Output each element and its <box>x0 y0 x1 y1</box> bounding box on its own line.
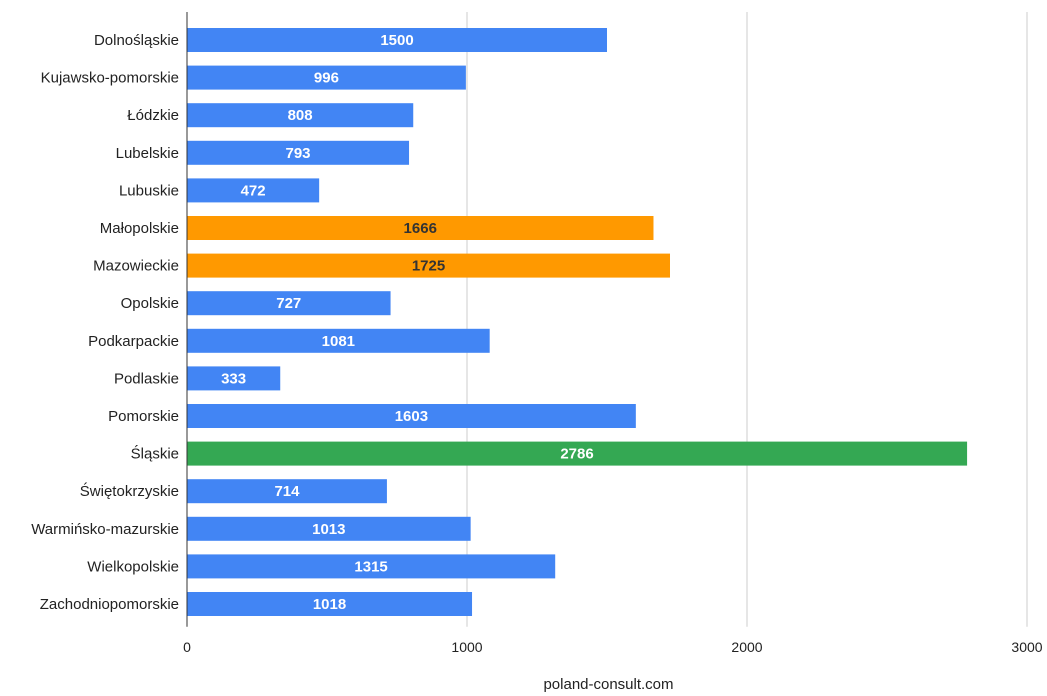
category-label: Lubuskie <box>119 182 179 199</box>
bar <box>187 404 636 428</box>
category-label: Zachodniopomorskie <box>40 596 179 613</box>
bar-value-label: 1315 <box>354 558 387 575</box>
bar-value-label: 996 <box>314 70 339 87</box>
bar-value-label: 2786 <box>560 446 593 463</box>
source-credit: poland-consult.com <box>543 676 674 693</box>
x-axis-tick-labels: 0 1000 2000 3000 <box>183 639 1043 655</box>
category-label: Pomorskie <box>108 408 179 425</box>
bar <box>187 554 556 579</box>
bar-value-label: 1666 <box>404 220 437 237</box>
bar-value-label: 1081 <box>322 333 355 350</box>
bar-value-label: 793 <box>286 145 311 162</box>
bar-value-label: 1725 <box>412 258 445 275</box>
category-label: Podlaskie <box>114 370 179 387</box>
bar-value-label: 1013 <box>312 521 345 538</box>
category-label: Warmińsko-mazurskie <box>31 521 179 538</box>
category-label: Łódzkie <box>127 107 179 124</box>
bar-value-label: 727 <box>276 295 301 312</box>
bar-value-label: 472 <box>241 182 266 199</box>
x-tick-label: 0 <box>183 639 191 655</box>
bar <box>187 178 320 203</box>
x-tick-label: 3000 <box>1011 639 1042 655</box>
bar-value-label: 1018 <box>313 596 346 613</box>
category-label: Kujawsko-pomorskie <box>41 70 179 87</box>
category-label: Dolnośląskie <box>94 32 179 49</box>
category-labels: Dolnośląskie Kujawsko-pomorskie Łódzkie Lub… <box>31 32 179 613</box>
bar <box>187 592 473 616</box>
grid-lines <box>466 12 1028 627</box>
bar <box>187 516 471 541</box>
bar-value-label: 714 <box>274 483 300 500</box>
x-tick-label: 1000 <box>451 639 482 655</box>
bar-value-label: 1603 <box>395 408 428 425</box>
category-label: Podkarpackie <box>88 333 179 350</box>
category-label: Wielkopolskie <box>87 558 179 575</box>
bars: 1500 996 808 793 472 1666 1725 727 1081 333 1603 27… <box>187 28 968 616</box>
category-label: Lubelskie <box>116 145 179 162</box>
category-label: Mazowieckie <box>93 258 179 275</box>
bar <box>187 28 607 52</box>
category-label: Śląskie <box>131 445 179 463</box>
bar <box>187 140 410 165</box>
bar-value-label: 333 <box>221 370 246 387</box>
category-label: Małopolskie <box>100 220 179 237</box>
bar <box>187 65 466 90</box>
bar <box>187 103 414 128</box>
bar <box>187 441 968 466</box>
category-label: Świętokrzyskie <box>80 482 179 500</box>
bar <box>187 253 670 278</box>
bar <box>187 328 490 353</box>
bar-value-label: 808 <box>288 107 313 124</box>
x-tick-label: 2000 <box>731 639 762 655</box>
category-label: Opolskie <box>121 295 179 312</box>
bar <box>187 291 391 316</box>
bar <box>187 366 281 391</box>
bar <box>187 216 654 240</box>
bar-value-label: 1500 <box>380 32 413 49</box>
bar <box>187 479 387 504</box>
